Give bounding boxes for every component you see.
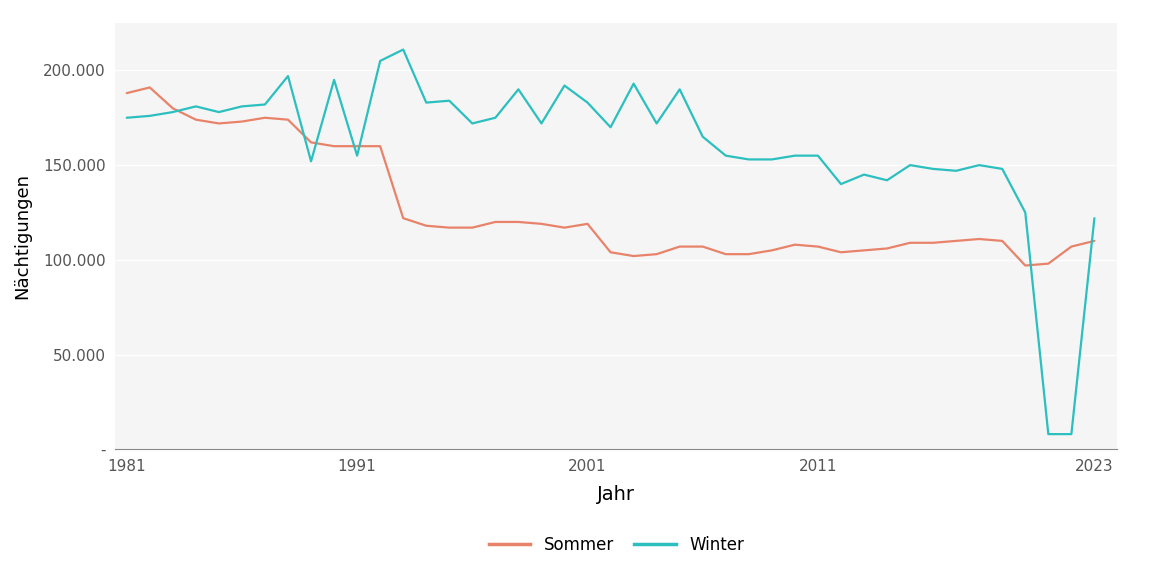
Winter [972,162,986,169]
Sommer [604,249,617,256]
Sommer [581,221,594,228]
Winter [143,112,157,119]
Line: Winter: Winter [127,50,1094,434]
Sommer [281,116,295,123]
Sommer [327,143,341,150]
Winter [189,103,203,110]
Winter [719,152,733,159]
Sommer [235,118,249,125]
Sommer [788,241,802,248]
Winter [903,162,917,169]
Winter [396,46,410,53]
Winter [120,114,134,121]
Winter [212,109,226,116]
Sommer [926,240,940,247]
X-axis label: Jahr: Jahr [598,485,635,504]
Winter [696,133,710,140]
Sommer [350,143,364,150]
Sommer [811,243,825,250]
Sommer [419,222,433,229]
Winter [235,103,249,110]
Winter [834,181,848,188]
Winter [1064,431,1078,438]
Winter [258,101,272,108]
Winter [166,109,180,116]
Winter [581,99,594,106]
Sommer [903,240,917,247]
Legend: Sommer, Winter: Sommer, Winter [482,529,751,560]
Winter [788,152,802,159]
Sommer [765,247,779,254]
Winter [511,86,525,93]
Winter [350,152,364,159]
Line: Sommer: Sommer [127,88,1094,266]
Winter [604,124,617,131]
Sommer [535,221,548,228]
Winter [1018,209,1032,216]
Sommer [696,243,710,250]
Winter [811,152,825,159]
Sommer [880,245,894,252]
Sommer [1064,243,1078,250]
Winter [880,177,894,184]
Winter [304,158,318,165]
Sommer [949,237,963,244]
Winter [1087,215,1101,222]
Winter [995,165,1009,172]
Sommer [396,215,410,222]
Sommer [1087,237,1101,244]
Sommer [189,116,203,123]
Winter [949,168,963,175]
Winter [281,73,295,79]
Winter [327,77,341,84]
Winter [488,114,502,121]
Sommer [373,143,387,150]
Winter [627,80,641,87]
Winter [742,156,756,163]
Sommer [857,247,871,254]
Sommer [1041,260,1055,267]
Sommer [304,139,318,146]
Sommer [719,251,733,257]
Sommer [834,249,848,256]
Winter [1041,431,1055,438]
Sommer [627,253,641,260]
Sommer [143,84,157,91]
Sommer [558,224,571,231]
Sommer [742,251,756,257]
Sommer [488,218,502,225]
Sommer [673,243,687,250]
Y-axis label: Nächtigungen: Nächtigungen [14,173,32,299]
Sommer [166,105,180,112]
Sommer [995,237,1009,244]
Winter [419,99,433,106]
Winter [558,82,571,89]
Sommer [972,236,986,242]
Sommer [465,224,479,231]
Winter [465,120,479,127]
Winter [535,120,548,127]
Sommer [650,251,664,257]
Sommer [511,218,525,225]
Sommer [212,120,226,127]
Winter [673,86,687,93]
Winter [765,156,779,163]
Sommer [258,114,272,121]
Sommer [1018,262,1032,269]
Winter [857,171,871,178]
Winter [926,165,940,172]
Winter [650,120,664,127]
Winter [373,58,387,65]
Sommer [442,224,456,231]
Sommer [120,90,134,97]
Winter [442,97,456,104]
